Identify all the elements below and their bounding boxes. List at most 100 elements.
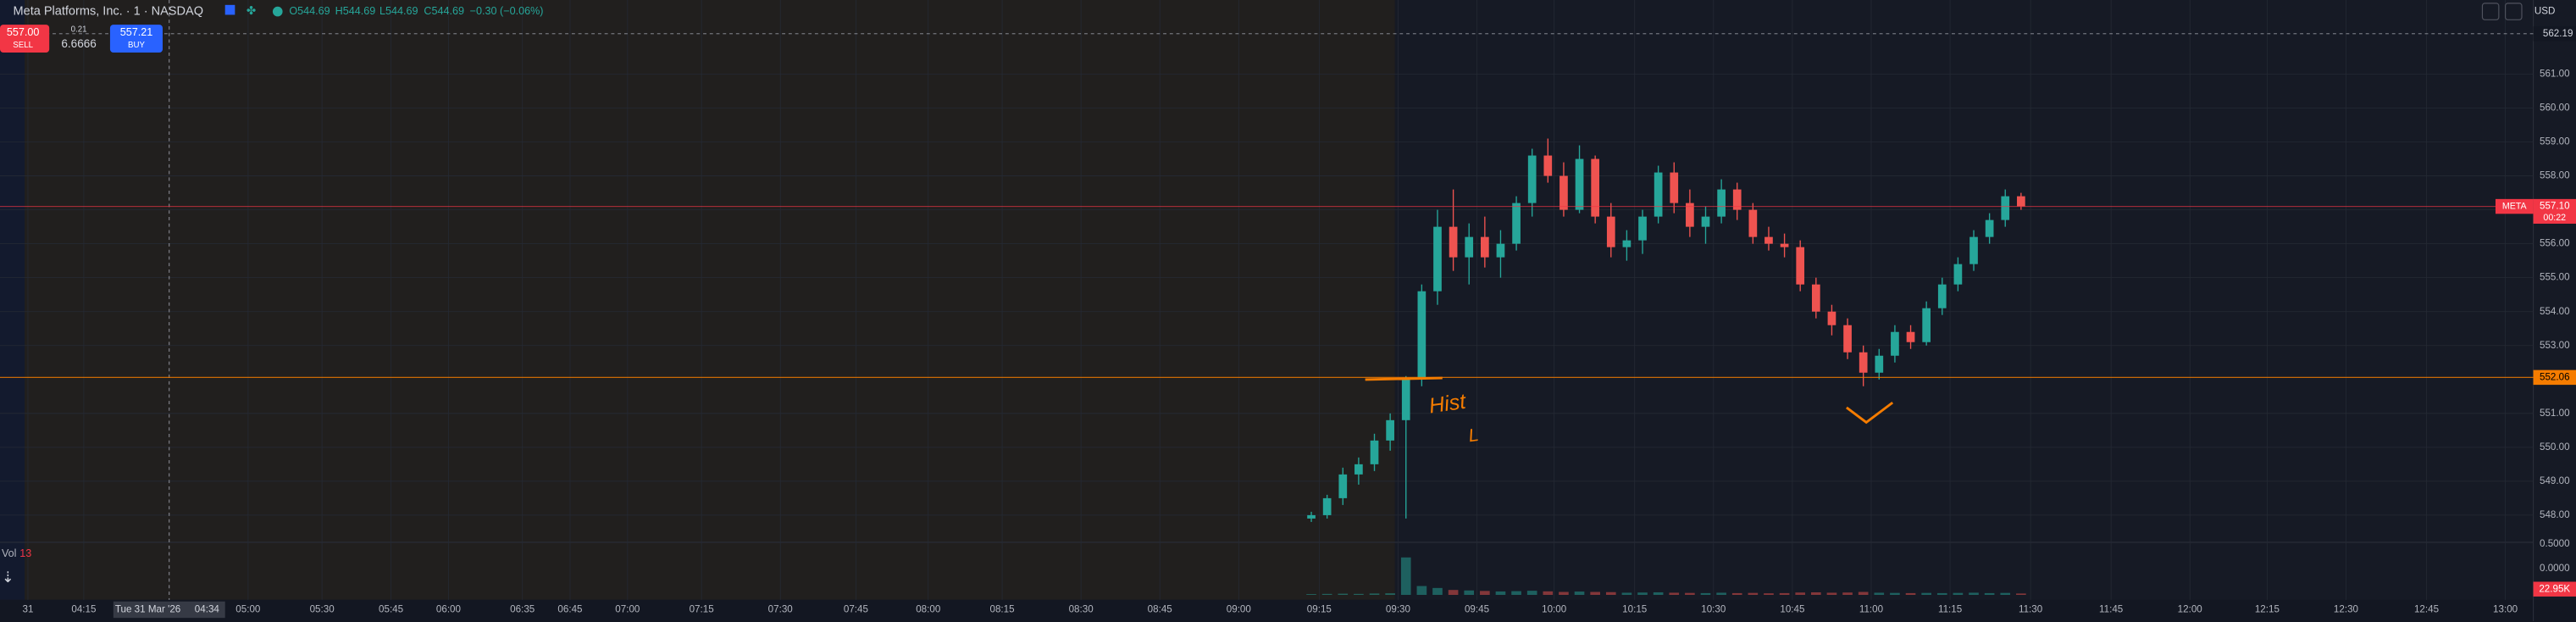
candle-body bbox=[2001, 196, 2010, 220]
volume-value: 13 bbox=[19, 547, 31, 559]
crosshair-date: Tue 31 Mar '26 bbox=[115, 604, 180, 615]
y-tick-label: 561.00 bbox=[2540, 69, 2570, 80]
volume-bar bbox=[1621, 592, 1632, 596]
y-tick-label: 554.00 bbox=[2540, 306, 2570, 317]
candle-body bbox=[1686, 203, 1694, 227]
collapse-icon[interactable]: ⇣ bbox=[2, 569, 14, 586]
x-tick-label: 11:45 bbox=[2099, 604, 2123, 615]
candle-body bbox=[1654, 172, 1663, 217]
sell-label: SELL bbox=[13, 41, 33, 50]
x-tick-label: 06:35 bbox=[510, 604, 535, 615]
volume-bar bbox=[1590, 591, 1600, 596]
ohlc-value: L544.69 bbox=[379, 5, 418, 17]
x-tick-label: 07:00 bbox=[615, 604, 640, 615]
currency[interactable]: USD bbox=[2534, 6, 2556, 17]
candle-body bbox=[1764, 236, 1773, 244]
buy-price: 557.21 bbox=[120, 26, 153, 38]
x-tick-label: 05:45 bbox=[379, 604, 403, 615]
level-box bbox=[2533, 369, 2576, 386]
crosshair-price: 562.19 bbox=[2543, 28, 2573, 39]
volume-bar bbox=[1416, 586, 1427, 596]
volume-bar bbox=[1385, 593, 1395, 596]
volume-bar bbox=[1543, 591, 1554, 596]
candle-body bbox=[1354, 464, 1363, 475]
volume-bar bbox=[1811, 591, 1821, 596]
clover-icon: ✤ bbox=[247, 4, 257, 17]
x-tick-label: 09:30 bbox=[1386, 604, 1411, 615]
crosshair-time: 04:34 bbox=[195, 604, 220, 615]
candle-body bbox=[1891, 331, 1899, 356]
marks bbox=[0, 0, 2534, 600]
quantity[interactable]: 6.6666 bbox=[61, 37, 96, 50]
y-tick-label: 560.00 bbox=[2540, 103, 2570, 114]
x-tick-label: 06:00 bbox=[436, 604, 462, 615]
volume-bar bbox=[1984, 592, 1995, 596]
sell-button[interactable] bbox=[0, 25, 50, 53]
candle-body bbox=[1543, 155, 1553, 176]
candle-body bbox=[1417, 291, 1426, 380]
volume-last-box bbox=[2533, 581, 2576, 597]
x-tick-label: 10:00 bbox=[1542, 604, 1567, 615]
chart-title: Meta Platforms, Inc. · 1 · NASDAQ bbox=[14, 4, 203, 18]
x-tick-label: 10:45 bbox=[1780, 604, 1804, 615]
volume-label: 0.5000 bbox=[2540, 538, 2570, 549]
candle-body bbox=[1449, 226, 1458, 258]
annotation: Hist bbox=[1427, 390, 1468, 419]
refresh-button[interactable] bbox=[2505, 3, 2523, 20]
candle-body bbox=[1780, 243, 1789, 247]
volume-bar bbox=[1526, 591, 1537, 596]
candle-body bbox=[1732, 189, 1742, 210]
volume-bar bbox=[1574, 591, 1585, 596]
x-tick-label: 08:45 bbox=[1148, 604, 1172, 615]
crosshair-time-box bbox=[113, 601, 225, 619]
y-tick-label: 558.00 bbox=[2540, 170, 2570, 181]
candle-body bbox=[1401, 379, 1410, 420]
countdown: 00:22 bbox=[2543, 213, 2566, 223]
volume-bar bbox=[1464, 590, 1475, 596]
volume-bar bbox=[1700, 592, 1711, 596]
time-axis bbox=[0, 599, 2576, 622]
candle-body bbox=[1670, 172, 1679, 203]
buy-button[interactable] bbox=[109, 25, 163, 53]
crosshair-price-box bbox=[2533, 26, 2576, 42]
volume-bar bbox=[1764, 593, 1774, 596]
flag-icon bbox=[224, 4, 235, 15]
volume-bar bbox=[1858, 591, 1869, 596]
symbol: META bbox=[2502, 201, 2528, 211]
volume-bar bbox=[1653, 591, 1664, 596]
candle-body bbox=[1875, 355, 1884, 373]
volume-bar bbox=[1969, 592, 1979, 596]
candle-body bbox=[1322, 497, 1332, 515]
volume-bar bbox=[1637, 592, 1648, 596]
volume-title: Vol bbox=[2, 547, 17, 559]
candle-body bbox=[1906, 331, 1915, 342]
volume-last: 22.95K bbox=[2539, 583, 2570, 594]
ohlc-value: −0.30 (−0.06%) bbox=[470, 5, 544, 17]
x-tick-label: 04:15 bbox=[71, 604, 96, 615]
candle-body bbox=[1386, 419, 1394, 441]
x-tick-label: 05:00 bbox=[235, 604, 261, 615]
level-price: 552.06 bbox=[2540, 371, 2570, 382]
candle-body bbox=[1843, 325, 1852, 353]
x-tick-label: 11:00 bbox=[1859, 604, 1884, 615]
candle-body bbox=[1512, 203, 1521, 244]
volume-bar bbox=[1369, 593, 1380, 596]
volume-bar bbox=[1685, 592, 1695, 596]
spread: 0.21 bbox=[71, 25, 87, 34]
candle-body bbox=[1859, 352, 1868, 373]
candle-body bbox=[2017, 196, 2025, 207]
x-tick-label: 08:30 bbox=[1069, 604, 1094, 615]
volume-bar bbox=[1605, 591, 1616, 596]
candle-body bbox=[1701, 216, 1710, 227]
volume-label: 0.0000 bbox=[2540, 563, 2570, 574]
candle-body bbox=[1937, 284, 1947, 308]
x-tick-label: 31 bbox=[23, 604, 34, 615]
candle-body bbox=[1575, 158, 1584, 210]
download-button[interactable] bbox=[2481, 3, 2500, 20]
volume-bar bbox=[1559, 591, 1569, 596]
x-tick-label: 07:15 bbox=[690, 604, 714, 615]
x-tick-label: 09:15 bbox=[1307, 604, 1332, 615]
x-tick-label: 12:30 bbox=[2334, 604, 2359, 615]
candle-body bbox=[1811, 284, 1820, 312]
